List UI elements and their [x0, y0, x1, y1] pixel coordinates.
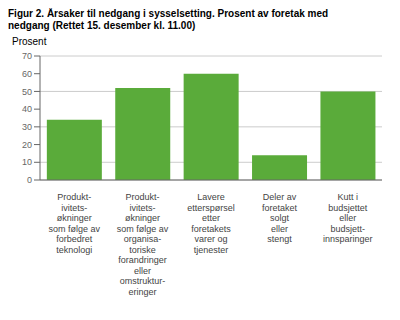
svg-text:60: 60: [22, 69, 32, 79]
svg-text:20: 20: [22, 140, 32, 150]
html-text:Figur 2. Årsaker til nedgang i: Figur 2. Årsaker til nedgang i sysselset…: [8, 8, 329, 19]
svg-text:30: 30: [22, 122, 32, 132]
svg-text:40: 40: [22, 104, 32, 114]
svg-text:Kutt ibudsjettetellerbudsjett-: Kutt ibudsjettetellerbudsjett-innsparing…: [323, 192, 373, 244]
svg-text:10: 10: [22, 157, 32, 167]
svg-text:Deler avforetaketsolgtellerste: Deler avforetaketsolgtellerstengt: [262, 192, 298, 244]
svg-text:0: 0: [27, 175, 32, 185]
svg-text:Lavereetterspørseletterforetak: Lavereetterspørseletterforetaketsvarer o…: [187, 192, 235, 255]
html-text:nedgang (Rettet 15. desember k: nedgang (Rettet 15. desember kl. 11.00): [8, 20, 196, 31]
svg-text:Produkt-ivitets-økningersom fø: Produkt-ivitets-økningersom følge avforb…: [48, 192, 100, 255]
svg-text:70: 70: [22, 51, 32, 61]
svg-text:Produkt-ivitets-økningersom fø: Produkt-ivitets-økningersom følge avorga…: [117, 192, 169, 297]
svg-text:50: 50: [22, 87, 32, 97]
html-text:Prosent: Prosent: [12, 36, 47, 47]
